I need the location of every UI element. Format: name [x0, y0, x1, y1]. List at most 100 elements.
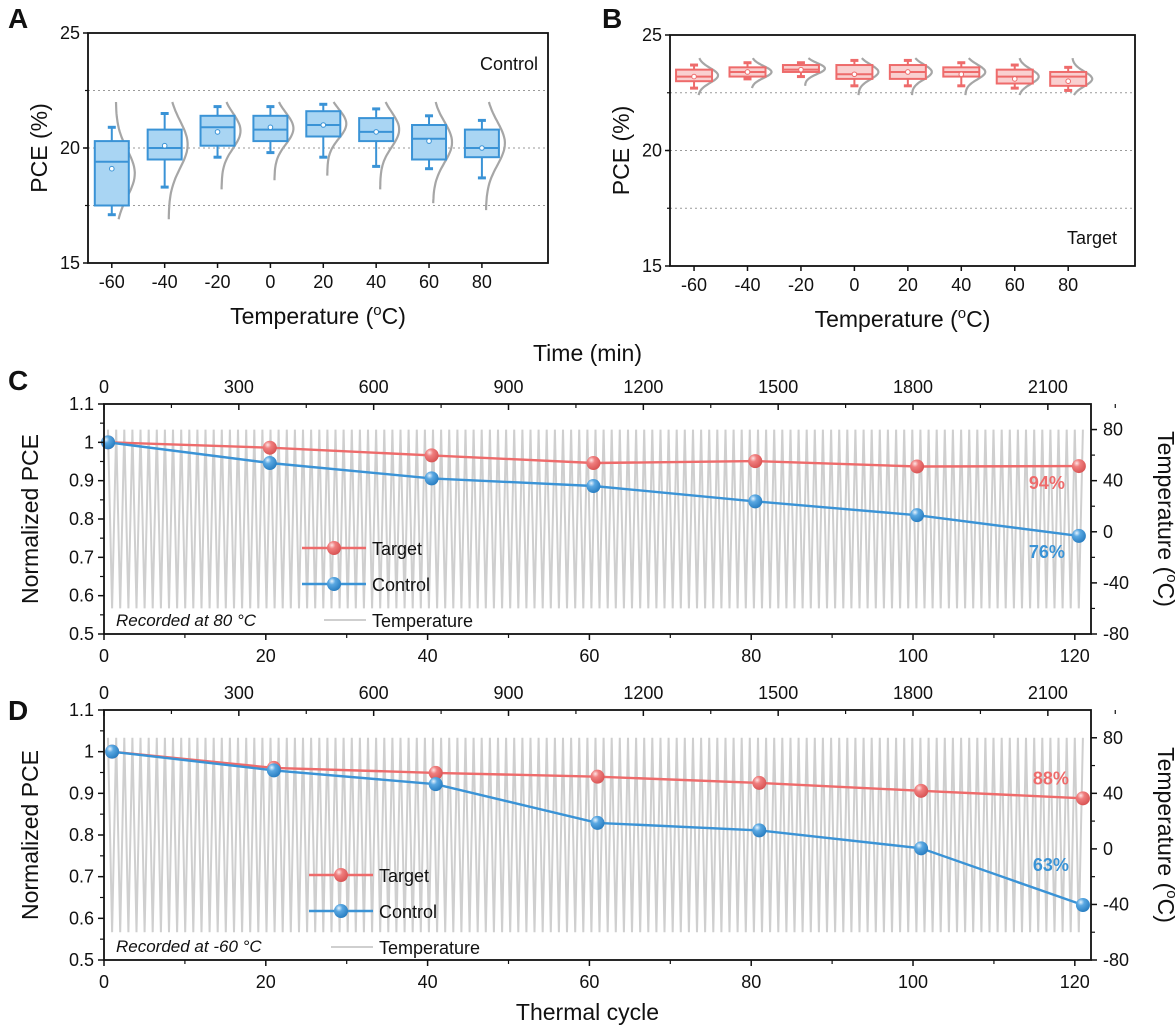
- x-tick-label: 40: [951, 275, 971, 295]
- temperature-series: [107, 429, 1084, 609]
- box-item: [995, 57, 1040, 96]
- distribution-curve: [432, 101, 454, 204]
- control-retention-label: 76%: [1029, 542, 1065, 562]
- y-tick-label: 20: [60, 138, 80, 158]
- y2-axis-label-sup: o: [1163, 574, 1175, 582]
- x-tick-label: 80: [741, 972, 761, 992]
- legend-temperature-label: Temperature: [379, 938, 480, 958]
- distribution-curve: [697, 57, 720, 96]
- target-marker: [914, 783, 929, 798]
- target-marker: [262, 440, 277, 455]
- distribution-curve: [750, 57, 773, 89]
- top-x-tick-label: 1200: [623, 683, 663, 703]
- x-axis-label: Thermal cycle: [516, 999, 659, 1025]
- y-tick-label: 1.1: [69, 394, 94, 414]
- y-tick-label: 0.6: [69, 586, 94, 606]
- x-tick-label: 80: [472, 272, 492, 292]
- control-marker: [590, 815, 605, 830]
- mean-marker: [958, 71, 965, 78]
- x-tick-label: -20: [788, 275, 814, 295]
- y-tick-label: 25: [60, 23, 80, 43]
- mean-marker: [108, 165, 115, 172]
- top-x-tick-label: 2100: [1028, 683, 1068, 703]
- mean-marker: [798, 66, 804, 73]
- temperature-line: [107, 737, 1084, 933]
- legend: Target Control Temperature: [309, 866, 480, 958]
- box: [93, 140, 130, 207]
- x-axis-label-sup: o: [373, 302, 381, 319]
- box-item: [675, 57, 720, 96]
- x-tick-label: -60: [681, 275, 707, 295]
- y-tick-label: 1.1: [69, 700, 94, 720]
- x-axis-label-part: Temperature (: [230, 303, 374, 329]
- legend-target-label: Target: [372, 539, 422, 559]
- box-item: [1049, 57, 1094, 96]
- x-tick-label: 0: [849, 275, 859, 295]
- top-x-tick-label: 1800: [893, 683, 933, 703]
- mean-marker: [479, 145, 485, 151]
- distribution-curve: [964, 57, 987, 96]
- x-tick-label: 100: [898, 646, 928, 666]
- y-tick-label: 25: [642, 25, 662, 45]
- box-item: [358, 101, 401, 190]
- target-marker: [428, 765, 443, 780]
- y-tick-label: 15: [642, 256, 662, 276]
- control-marker: [428, 777, 443, 792]
- top-x-tick-label: 600: [359, 683, 389, 703]
- box-item: [252, 101, 295, 181]
- y-tick-label: 0.7: [69, 547, 94, 567]
- top-x-axis-label: Time (min): [533, 340, 642, 366]
- y-tick-label: 0.8: [69, 825, 94, 845]
- x-axis-label: Temperature (oC): [230, 302, 406, 329]
- control-marker: [266, 763, 281, 778]
- box: [252, 114, 289, 143]
- mean-marker: [267, 124, 274, 131]
- distribution-curve: [804, 57, 827, 86]
- y-tick-label: 0.9: [69, 783, 94, 803]
- box-item: [93, 101, 136, 220]
- x-tick-label: 20: [898, 275, 918, 295]
- control-marker: [1075, 898, 1090, 912]
- mean-marker: [691, 73, 697, 80]
- target-marker: [748, 454, 763, 469]
- panel-b: B 15 20 25 -60 -40 -20 0 20 40 60 80 Target Temperatu…: [602, 3, 1136, 332]
- legend-control-label: Control: [379, 902, 437, 922]
- x-tick-label: 0: [99, 646, 109, 666]
- x-axis-label-part: C): [382, 303, 406, 329]
- x-tick-label: 40: [366, 272, 386, 292]
- top-x-tick-label: 300: [224, 377, 254, 397]
- control-marker: [748, 494, 763, 509]
- top-x-tick-label: 1200: [623, 377, 663, 397]
- legend-target-marker: [334, 868, 348, 882]
- box-item: [781, 57, 827, 86]
- y-axis-label: Normalized PCE: [17, 434, 43, 604]
- x-tick-label: 60: [579, 972, 599, 992]
- series-control: [105, 744, 1090, 912]
- distribution-curve: [1071, 57, 1094, 96]
- corner-label: Target: [1067, 228, 1117, 248]
- mean-marker: [905, 69, 911, 75]
- x-tick-label: 0: [265, 272, 275, 292]
- panel-d: D 88% 63% 0.5 0.6 0.7 0.8 0.9 1 1.1 -80 -40 0 40 80 0 20…: [8, 683, 1175, 1025]
- mean-marker: [1011, 76, 1018, 82]
- y-tick-label: 0.9: [69, 471, 94, 491]
- target-marker: [1075, 791, 1090, 806]
- x-tick-label: 60: [579, 646, 599, 666]
- temperature-line: [107, 429, 1084, 609]
- y2-axis-label: Temperature (oC): [1153, 431, 1175, 607]
- y2-tick-label: 0: [1103, 522, 1113, 542]
- box-item: [463, 101, 507, 211]
- target-marker: [586, 456, 601, 471]
- x-tick-label: 120: [1060, 972, 1090, 992]
- distribution-curve: [379, 101, 401, 190]
- y-axis-label: Normalized PCE: [17, 750, 43, 920]
- panel-letter: D: [8, 695, 28, 726]
- y2-tick-label: 40: [1103, 471, 1123, 491]
- box-item: [835, 57, 880, 96]
- panel-c: C 94% 76% 0.5 0.6 0.7 0.8 0.9 1 1.1 -80 -40 0 40 80 0 20…: [8, 340, 1175, 666]
- y-tick-label: 0.6: [69, 908, 94, 928]
- distribution-curve: [167, 101, 189, 220]
- top-x-tick-label: 0: [99, 683, 109, 703]
- x-tick-label: -40: [734, 275, 760, 295]
- distribution-curve: [326, 101, 348, 176]
